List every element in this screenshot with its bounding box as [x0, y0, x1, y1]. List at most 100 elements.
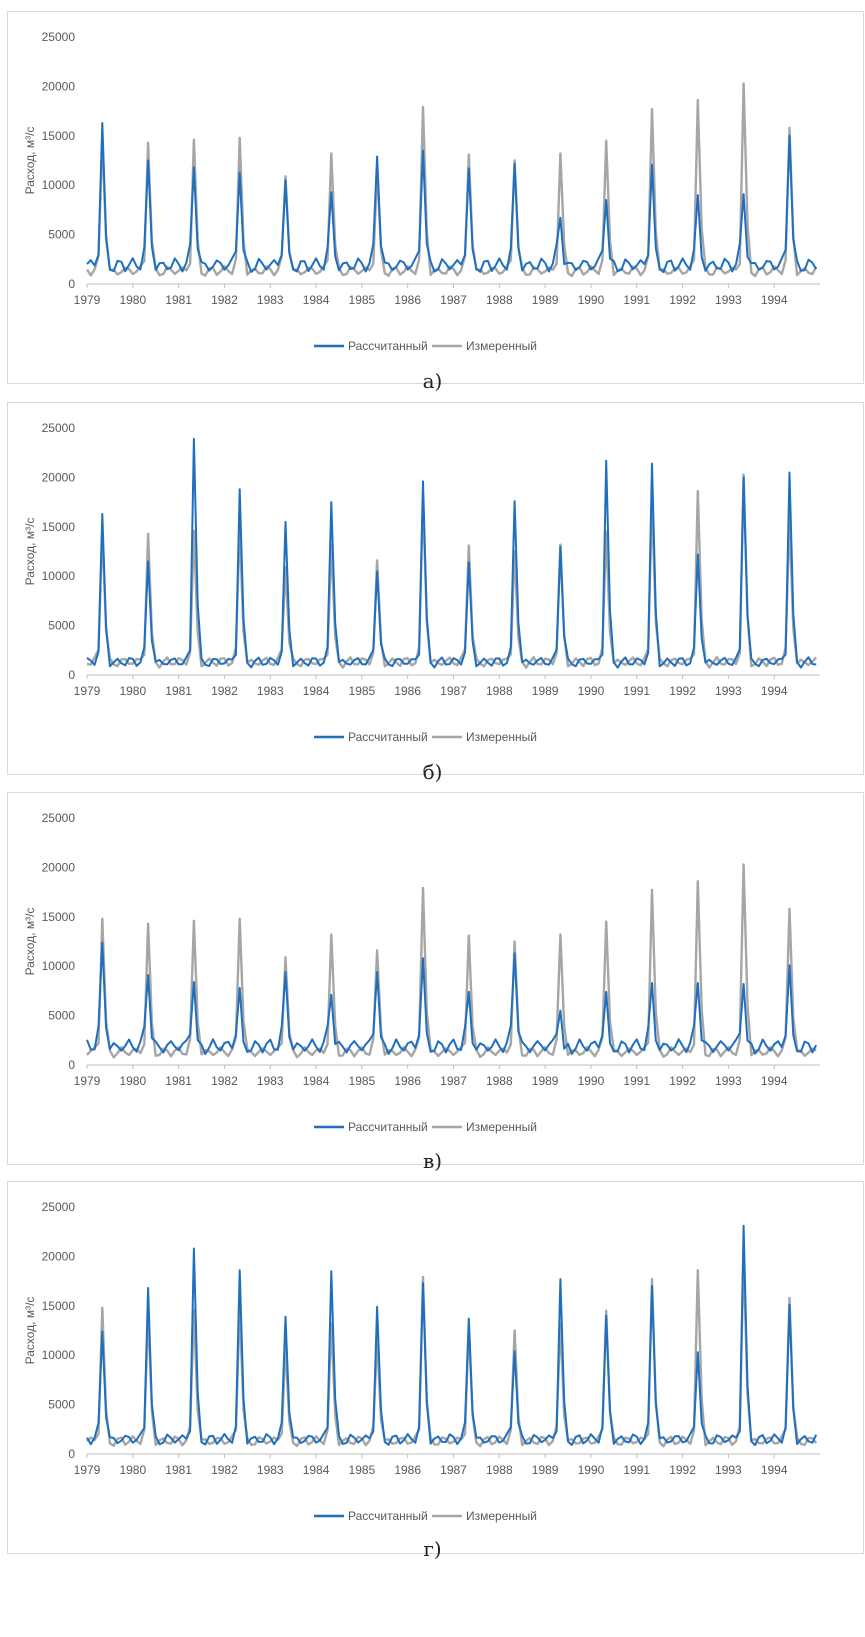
x-tick-label: 1989	[532, 1074, 559, 1088]
x-tick-label: 1985	[349, 293, 376, 307]
chart-svg: 0 5000 10000 15000 20000 25000 1979 1980 1981 198…	[23, 30, 820, 353]
x-tick-label: 1990	[578, 293, 605, 307]
x-tick-label: 1979	[74, 684, 101, 698]
x-tick-label: 1990	[578, 1463, 605, 1477]
x-tick-label: 1982	[211, 684, 238, 698]
x-tick-label: 1991	[623, 293, 650, 307]
y-tick-label: 25000	[42, 30, 76, 44]
x-tick-label: 1980	[119, 1463, 146, 1477]
x-tick-label: 1990	[578, 684, 605, 698]
x-tick-label: 1979	[74, 293, 101, 307]
y-tick-label: 20000	[42, 470, 76, 484]
y-tick-label: 15000	[42, 910, 76, 924]
chart-panel: 0 5000 10000 15000 20000 25000 1979 1980 1981 198…	[7, 402, 864, 775]
x-tick-label: 1992	[669, 1463, 696, 1477]
panel-caption: а)	[422, 369, 443, 393]
x-tick-label: 1994	[761, 1463, 788, 1477]
x-tick-label: 1986	[394, 684, 421, 698]
x-tick-label: 1987	[440, 1463, 467, 1477]
panel-caption: в)	[422, 1149, 443, 1173]
x-tick-label: 1979	[74, 1463, 101, 1477]
y-tick-label: 5000	[48, 619, 75, 633]
x-tick-label: 1989	[532, 684, 559, 698]
x-tick-label: 1988	[486, 1074, 513, 1088]
legend-label-calculated: Рассчитанный	[348, 339, 428, 353]
x-tick-label: 1991	[623, 1074, 650, 1088]
y-tick-label: 10000	[42, 959, 76, 973]
y-tick-label: 5000	[48, 1398, 75, 1412]
x-tick-label: 1980	[119, 684, 146, 698]
y-tick-label: 5000	[48, 228, 75, 242]
x-tick-label: 1984	[303, 1074, 330, 1088]
y-tick-label: 0	[68, 668, 75, 682]
legend-label-measured: Измеренный	[466, 1120, 537, 1134]
x-tick-label: 1984	[303, 1463, 330, 1477]
x-tick-label: 1985	[349, 1074, 376, 1088]
panel-caption: б)	[422, 760, 443, 784]
y-tick-label: 10000	[42, 1348, 76, 1362]
chart-svg: 0 5000 10000 15000 20000 25000 1979 1980 1981 198…	[23, 1200, 820, 1523]
y-tick-label: 10000	[42, 178, 76, 192]
x-tick-label: 1988	[486, 684, 513, 698]
x-tick-label: 1993	[715, 293, 742, 307]
x-tick-label: 1979	[74, 1074, 101, 1088]
x-tick-label: 1983	[257, 1463, 284, 1477]
x-tick-label: 1986	[394, 1463, 421, 1477]
x-tick-label: 1985	[349, 684, 376, 698]
x-tick-label: 1980	[119, 1074, 146, 1088]
panel-caption: г)	[423, 1537, 442, 1561]
x-tick-label: 1985	[349, 1463, 376, 1477]
legend-label-calculated: Рассчитанный	[348, 730, 428, 744]
x-tick-label: 1994	[761, 293, 788, 307]
x-tick-label: 1994	[761, 684, 788, 698]
chart-svg: 0 5000 10000 15000 20000 25000 1979 1980 1981 198…	[23, 811, 820, 1134]
y-tick-label: 15000	[42, 1299, 76, 1313]
y-axis-label: Расход, м³/с	[23, 127, 37, 195]
series-line-calculated	[86, 1224, 818, 1447]
y-axis-label: Расход, м³/с	[23, 1297, 37, 1365]
legend-label-measured: Измеренный	[466, 339, 537, 353]
series-line-measured	[85, 82, 818, 278]
x-tick-label: 1981	[165, 1074, 192, 1088]
y-tick-label: 20000	[42, 860, 76, 874]
x-tick-label: 1981	[165, 293, 192, 307]
x-tick-label: 1986	[394, 293, 421, 307]
y-tick-label: 0	[68, 1447, 75, 1461]
x-tick-label: 1992	[669, 293, 696, 307]
x-tick-label: 1982	[211, 1074, 238, 1088]
x-tick-label: 1987	[440, 293, 467, 307]
y-axis-label: Расход, м³/с	[23, 518, 37, 586]
y-tick-label: 15000	[42, 520, 76, 534]
x-tick-label: 1986	[394, 1074, 421, 1088]
x-tick-label: 1993	[715, 1463, 742, 1477]
y-axis-label: Расход, м³/с	[23, 908, 37, 976]
series-line-calculated	[86, 122, 818, 274]
y-tick-label: 25000	[42, 811, 76, 825]
y-tick-label: 0	[68, 277, 75, 291]
x-tick-label: 1984	[303, 293, 330, 307]
x-tick-label: 1991	[623, 1463, 650, 1477]
legend-label-measured: Измеренный	[466, 730, 537, 744]
x-tick-label: 1983	[257, 293, 284, 307]
x-tick-label: 1988	[486, 293, 513, 307]
chart-panel: 0 5000 10000 15000 20000 25000 1979 1980 1981 198…	[7, 792, 864, 1165]
x-tick-label: 1992	[669, 1074, 696, 1088]
x-tick-label: 1983	[257, 1074, 284, 1088]
chart-svg: 0 5000 10000 15000 20000 25000 1979 1980 1981 198…	[23, 421, 820, 744]
y-tick-label: 25000	[42, 421, 76, 435]
y-tick-label: 15000	[42, 129, 76, 143]
x-tick-label: 1988	[486, 1463, 513, 1477]
chart-panel: 0 5000 10000 15000 20000 25000 1979 1980 1981 198…	[7, 1181, 864, 1554]
y-tick-label: 10000	[42, 569, 76, 583]
x-tick-label: 1989	[532, 293, 559, 307]
x-tick-label: 1989	[532, 1463, 559, 1477]
y-tick-label: 20000	[42, 1249, 76, 1263]
x-tick-label: 1982	[211, 293, 238, 307]
x-tick-label: 1984	[303, 684, 330, 698]
chart-panel: 0 5000 10000 15000 20000 25000 1979 1980 1981 198…	[7, 11, 864, 384]
x-tick-label: 1994	[761, 1074, 788, 1088]
x-tick-label: 1990	[578, 1074, 605, 1088]
y-tick-label: 5000	[48, 1009, 75, 1023]
x-tick-label: 1983	[257, 684, 284, 698]
legend-label-calculated: Рассчитанный	[348, 1120, 428, 1134]
